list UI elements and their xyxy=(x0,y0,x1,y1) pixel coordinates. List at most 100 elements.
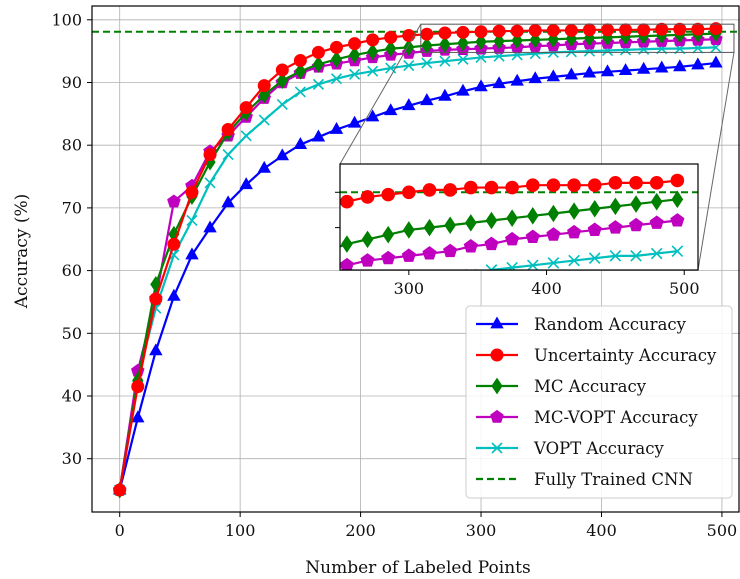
vopt-accuracy-point xyxy=(439,55,451,67)
legend-marker xyxy=(491,377,503,395)
uncertainty-accuracy-series xyxy=(113,22,723,497)
inset-vopt-accuracy-point xyxy=(424,279,435,290)
inset-uncertainty-accuracy-point xyxy=(381,187,395,202)
vopt-accuracy-point xyxy=(240,130,252,142)
x-marker-stroke xyxy=(439,55,451,67)
x-marker-stroke xyxy=(508,261,518,270)
random-accuracy-point xyxy=(185,247,199,260)
plot-frame xyxy=(91,5,740,513)
random-accuracy-point xyxy=(564,67,579,80)
x-marker-stroke xyxy=(445,274,456,285)
inset-mc-vopt-accuracy-point xyxy=(628,217,644,232)
inset-mc-vopt-accuracy-point xyxy=(587,222,602,236)
inset-uncertainty-accuracy-point xyxy=(505,180,519,195)
y-tick-label: 90 xyxy=(62,73,82,92)
inset-vopt-accuracy-point xyxy=(609,250,622,262)
x-tick-label: 200 xyxy=(345,521,376,540)
random-accuracy-point xyxy=(293,137,308,149)
inset-mc-accuracy-point xyxy=(402,221,415,239)
inset-x-tick-label: 400 xyxy=(531,279,562,298)
y-tick-label: 50 xyxy=(62,324,82,343)
random-accuracy-point xyxy=(600,64,615,77)
inset-mc-accuracy-point xyxy=(485,211,498,230)
mc-vopt-accuracy-point xyxy=(167,194,181,208)
inset-vopt-accuracy-point xyxy=(485,264,498,270)
random-accuracy-line xyxy=(118,61,717,491)
uncertainty-accuracy-point xyxy=(673,22,687,36)
x-marker-stroke xyxy=(526,259,539,270)
random-accuracy-point xyxy=(673,59,687,72)
uncertainty-accuracy-point xyxy=(402,28,416,42)
legend-item-vopt-accuracy: VOPT Accuracy xyxy=(476,439,664,458)
inset-mc-accuracy-point xyxy=(506,209,518,227)
inset-mc-accuracy-point xyxy=(568,202,580,220)
random-accuracy-point xyxy=(329,122,344,134)
inset-uncertainty-accuracy-point xyxy=(608,176,623,190)
vopt-accuracy-point xyxy=(349,68,361,80)
inset-mc-accuracy-point xyxy=(423,218,436,237)
x-marker-stroke xyxy=(385,62,397,74)
random-accuracy-point xyxy=(691,57,705,70)
inset-mc-vopt-accuracy-point xyxy=(422,246,437,260)
uncertainty-accuracy-point xyxy=(420,27,434,41)
inset-x-tick-label: 300 xyxy=(394,279,425,298)
inset-mc-accuracy-point xyxy=(341,235,353,253)
uncertainty-accuracy-point xyxy=(257,79,271,93)
vopt-accuracy-point xyxy=(367,65,379,77)
random-accuracy-point xyxy=(402,98,416,111)
vopt-accuracy-point xyxy=(186,214,198,227)
x-marker-stroke xyxy=(168,249,180,261)
vopt-accuracy-line xyxy=(118,46,716,491)
x-marker-stroke xyxy=(445,274,456,285)
uncertainty-accuracy-point xyxy=(239,101,253,115)
uncertainty-accuracy-point xyxy=(330,40,344,54)
mc-accuracy-point xyxy=(348,46,361,64)
inset-uncertainty-accuracy-series xyxy=(340,173,685,209)
inset-uncertainty-accuracy-point xyxy=(567,178,581,192)
inset-vopt-accuracy-point xyxy=(568,254,580,267)
random-accuracy-point xyxy=(510,73,524,86)
inset-plot-area xyxy=(340,173,698,309)
inset-connector-lines xyxy=(339,23,735,271)
mc-accuracy-point xyxy=(493,32,505,50)
vopt-accuracy-point xyxy=(276,98,288,111)
inset-mc-vopt-accuracy-point xyxy=(340,257,354,270)
uncertainty-accuracy-line xyxy=(118,27,716,491)
inset-uncertainty-accuracy-point xyxy=(484,180,499,195)
inset-mc-vopt-accuracy-point xyxy=(525,229,540,244)
x-marker-stroke xyxy=(588,252,601,265)
random-accuracy-point xyxy=(167,288,181,301)
x-marker-stroke xyxy=(490,264,498,270)
y-tick-label: 100 xyxy=(51,10,82,29)
x-marker-stroke xyxy=(403,60,415,72)
random-accuracy-point xyxy=(438,88,452,101)
inset-mc-vopt-accuracy-point xyxy=(360,253,375,267)
inset-vopt-accuracy-point xyxy=(526,259,539,270)
zoom-connector xyxy=(339,23,422,165)
vopt-accuracy-point xyxy=(312,78,325,90)
uncertainty-accuracy-point xyxy=(149,292,163,306)
vopt-accuracy-point xyxy=(222,149,234,161)
random-accuracy-point xyxy=(618,63,633,75)
inset-mc-accuracy-point xyxy=(547,204,560,223)
uncertainty-accuracy-point xyxy=(311,45,325,59)
inset-uncertainty-accuracy-point xyxy=(649,176,664,190)
mc-accuracy-point xyxy=(330,50,343,68)
inset-uncertainty-accuracy-point xyxy=(629,176,643,190)
x-marker-stroke xyxy=(276,98,288,111)
inset-mc-accuracy-series xyxy=(340,190,684,253)
random-accuracy-point xyxy=(474,79,488,92)
inset-vopt-accuracy-point xyxy=(671,245,684,257)
inset-vopt-accuracy-series xyxy=(362,245,684,309)
random-accuracy-point xyxy=(347,115,362,128)
random-accuracy-point xyxy=(365,109,380,122)
x-marker-stroke xyxy=(465,268,468,270)
x-marker-stroke xyxy=(330,73,343,85)
inset-uncertainty-accuracy-point xyxy=(464,180,478,195)
x-tick-label: 300 xyxy=(466,521,497,540)
mc-accuracy-point xyxy=(439,35,451,53)
inset-vopt-accuracy-point xyxy=(362,298,373,309)
zoom-connector xyxy=(697,52,735,271)
legend-label: MC Accuracy xyxy=(534,377,647,396)
uncertainty-accuracy-point xyxy=(691,22,705,36)
